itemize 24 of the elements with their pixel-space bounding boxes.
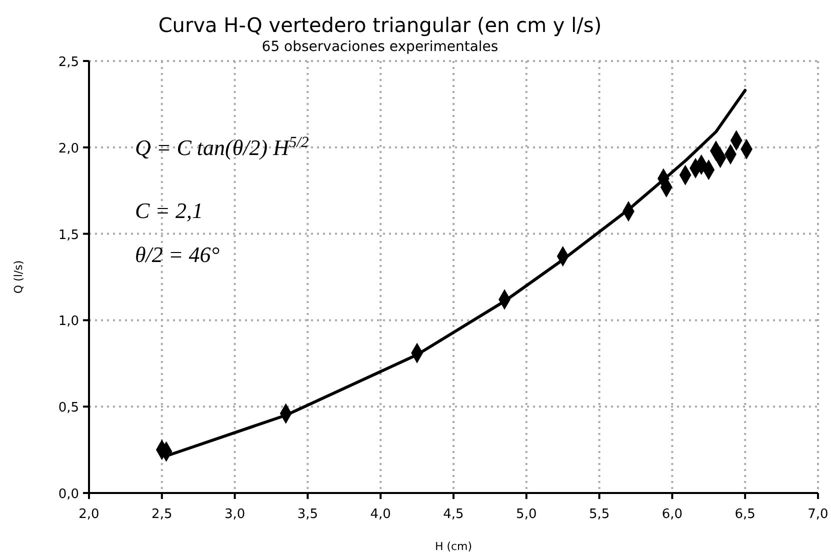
x-tick-label: 2,0 <box>78 507 100 522</box>
x-tick-label: 4,0 <box>370 507 391 522</box>
y-tick-label: 1,0 <box>58 314 79 330</box>
x-tick-label: 4,5 <box>443 507 464 522</box>
x-tick-label: 5,5 <box>588 507 610 522</box>
x-tick-label: 5,0 <box>516 507 537 522</box>
x-tick-label: 6,5 <box>734 507 756 522</box>
y-tick-label: 1,5 <box>58 228 79 243</box>
chart-title: Curva H-Q vertedero triangular (en cm y l/s) <box>158 13 602 37</box>
annotation: θ/2 = 46° <box>135 242 220 267</box>
y-tick-label: 2,5 <box>58 55 79 70</box>
annotation: C = 2,1 <box>135 198 204 223</box>
x-tick-label: 3,5 <box>297 507 318 522</box>
chart-subtitle: 65 observaciones experimentales <box>262 39 498 55</box>
x-axis-title: H (cm) <box>434 540 472 553</box>
y-axis-title: Q (l/s) <box>12 260 25 294</box>
x-tick-label: 6,0 <box>662 507 683 522</box>
y-tick-label: 0,0 <box>58 487 79 502</box>
x-tick-label: 3,0 <box>224 507 246 522</box>
annotation: Q = C tan(θ/2) H$^{5/2}$ <box>135 134 309 160</box>
y-tick-label: 2,0 <box>58 141 79 156</box>
x-tick-label: 7,0 <box>808 507 828 522</box>
x-tick-label: 2,5 <box>152 507 172 522</box>
y-tick-label: 0,5 <box>58 400 79 416</box>
